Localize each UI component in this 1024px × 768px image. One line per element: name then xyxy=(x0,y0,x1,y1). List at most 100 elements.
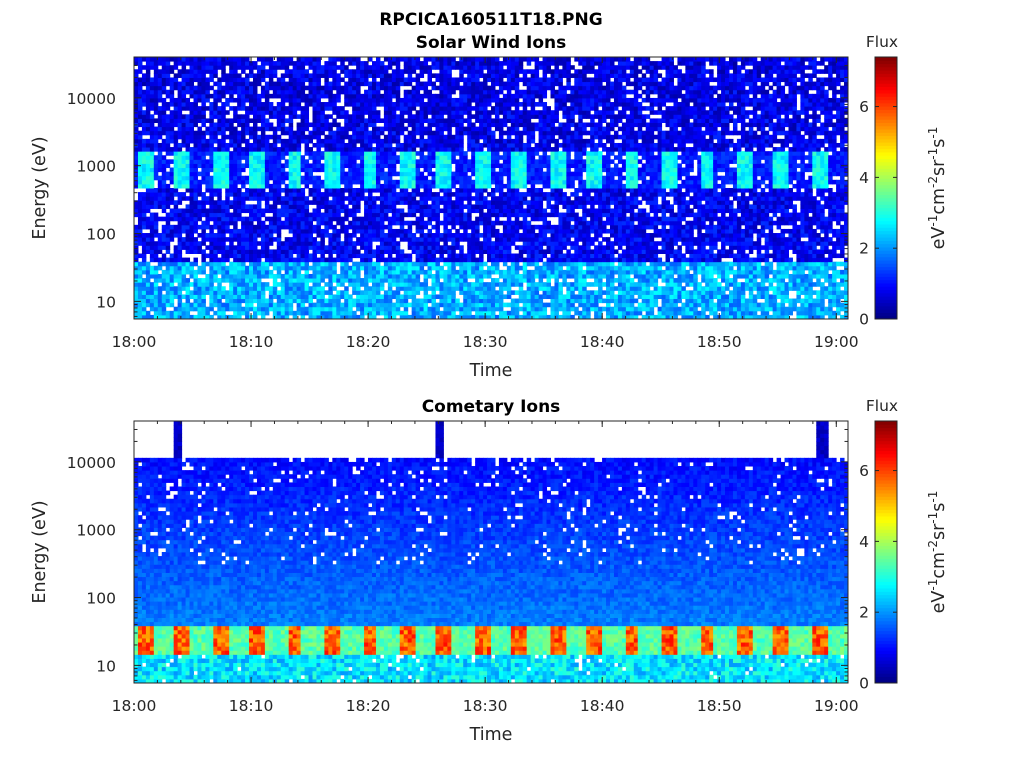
heatmap-cell xyxy=(268,220,274,226)
heatmap-cell xyxy=(344,216,349,222)
heatmap-cell xyxy=(475,183,480,189)
heatmap-cell xyxy=(213,237,218,242)
heatmap-cell xyxy=(253,118,258,123)
heatmap-cell xyxy=(383,81,389,87)
heatmap-cell xyxy=(197,138,202,144)
heatmap-cell xyxy=(181,269,187,275)
heatmap-cell xyxy=(427,192,432,197)
heatmap-cell xyxy=(280,282,286,287)
heatmap-cell xyxy=(395,85,401,91)
heatmap-cell xyxy=(479,114,484,119)
heatmap-cell xyxy=(201,257,206,263)
heatmap-cell xyxy=(399,118,405,123)
heatmap-cell xyxy=(245,273,250,279)
heatmap-cell xyxy=(197,93,202,99)
heatmap-cell xyxy=(447,286,452,291)
heatmap-cell xyxy=(391,81,397,87)
heatmap-cell xyxy=(173,73,179,78)
heatmap-cell xyxy=(463,228,468,234)
heatmap-cell xyxy=(145,89,151,95)
heatmap-cell xyxy=(372,61,377,66)
heatmap-cell xyxy=(352,179,357,185)
heatmap-cell xyxy=(288,245,294,250)
heatmap-cell xyxy=(237,134,242,140)
heatmap-cell xyxy=(276,175,282,181)
heatmap-cell xyxy=(253,196,258,201)
heatmap-cell xyxy=(217,65,222,70)
heatmap-cell xyxy=(427,216,432,222)
heatmap-cell xyxy=(221,73,226,78)
heatmap-cell xyxy=(459,196,464,201)
heatmap-cell xyxy=(320,241,325,246)
heatmap-cell xyxy=(344,204,349,209)
heatmap-cell xyxy=(161,273,167,279)
heatmap-cell xyxy=(304,253,310,259)
heatmap-cell xyxy=(364,89,369,95)
heatmap-cell xyxy=(169,65,175,70)
heatmap-cell xyxy=(193,134,198,140)
heatmap-cell xyxy=(391,278,397,283)
heatmap-cell xyxy=(435,175,440,181)
heatmap-cell xyxy=(201,118,206,123)
heatmap-cell xyxy=(213,310,218,316)
heatmap-cell xyxy=(256,97,262,103)
heatmap-cell xyxy=(145,302,151,308)
heatmap-cell xyxy=(431,273,436,279)
heatmap-cell xyxy=(455,97,460,103)
heatmap-cell xyxy=(149,290,155,295)
heatmap-cell xyxy=(201,93,206,99)
heatmap-cell xyxy=(368,65,373,70)
heatmap-cell xyxy=(304,106,310,111)
heatmap-cell xyxy=(249,282,254,287)
heatmap-cell xyxy=(411,65,417,70)
heatmap-cell xyxy=(284,216,290,222)
heatmap-cell xyxy=(229,167,234,173)
heatmap-cell xyxy=(280,81,286,87)
heatmap-cell xyxy=(308,151,313,156)
heatmap-cell xyxy=(209,183,214,189)
heatmap-cell xyxy=(312,85,317,91)
heatmap-cell xyxy=(141,224,147,230)
heatmap-cell xyxy=(237,257,242,263)
heatmap-cell xyxy=(221,130,226,136)
heatmap-cell xyxy=(169,273,175,279)
heatmap-cell xyxy=(356,188,361,193)
heatmap-cell xyxy=(253,245,258,250)
heatmap-cell xyxy=(149,57,155,62)
heatmap-cell xyxy=(312,118,317,123)
heatmap-cell xyxy=(157,73,163,78)
heatmap-cell xyxy=(451,208,456,214)
heatmap-cell xyxy=(201,220,206,226)
heatmap-cell xyxy=(185,282,191,287)
heatmap-cell xyxy=(221,286,226,291)
heatmap-cell xyxy=(149,61,155,66)
heatmap-cell xyxy=(328,147,333,152)
heatmap-cell xyxy=(141,314,147,320)
heatmap-cell xyxy=(387,245,393,250)
heatmap-cell xyxy=(324,257,329,263)
heatmap-cell xyxy=(245,57,250,62)
heatmap-cell xyxy=(407,253,413,259)
heatmap-cell xyxy=(288,216,294,222)
heatmap-cell xyxy=(181,102,187,107)
heatmap-cell xyxy=(193,151,198,156)
heatmap-cell xyxy=(419,134,425,140)
heatmap-cell xyxy=(364,118,369,123)
heatmap-cell xyxy=(451,282,456,287)
heatmap-cell xyxy=(189,61,194,66)
heatmap-cell xyxy=(169,179,175,185)
heatmap-cell xyxy=(296,278,302,283)
heatmap-cell xyxy=(308,122,313,128)
heatmap-cell xyxy=(324,65,329,70)
heatmap-cell xyxy=(268,183,274,189)
heatmap-cell xyxy=(399,286,405,291)
heatmap-cell xyxy=(193,130,198,136)
heatmap-cell xyxy=(153,97,159,103)
heatmap-cell xyxy=(229,61,234,66)
heatmap-cell xyxy=(435,282,440,287)
heatmap-cell xyxy=(383,192,389,197)
heatmap-cell xyxy=(268,269,274,275)
heatmap-cell xyxy=(419,114,425,119)
heatmap-cell xyxy=(185,188,191,193)
heatmap-cell xyxy=(332,110,337,115)
